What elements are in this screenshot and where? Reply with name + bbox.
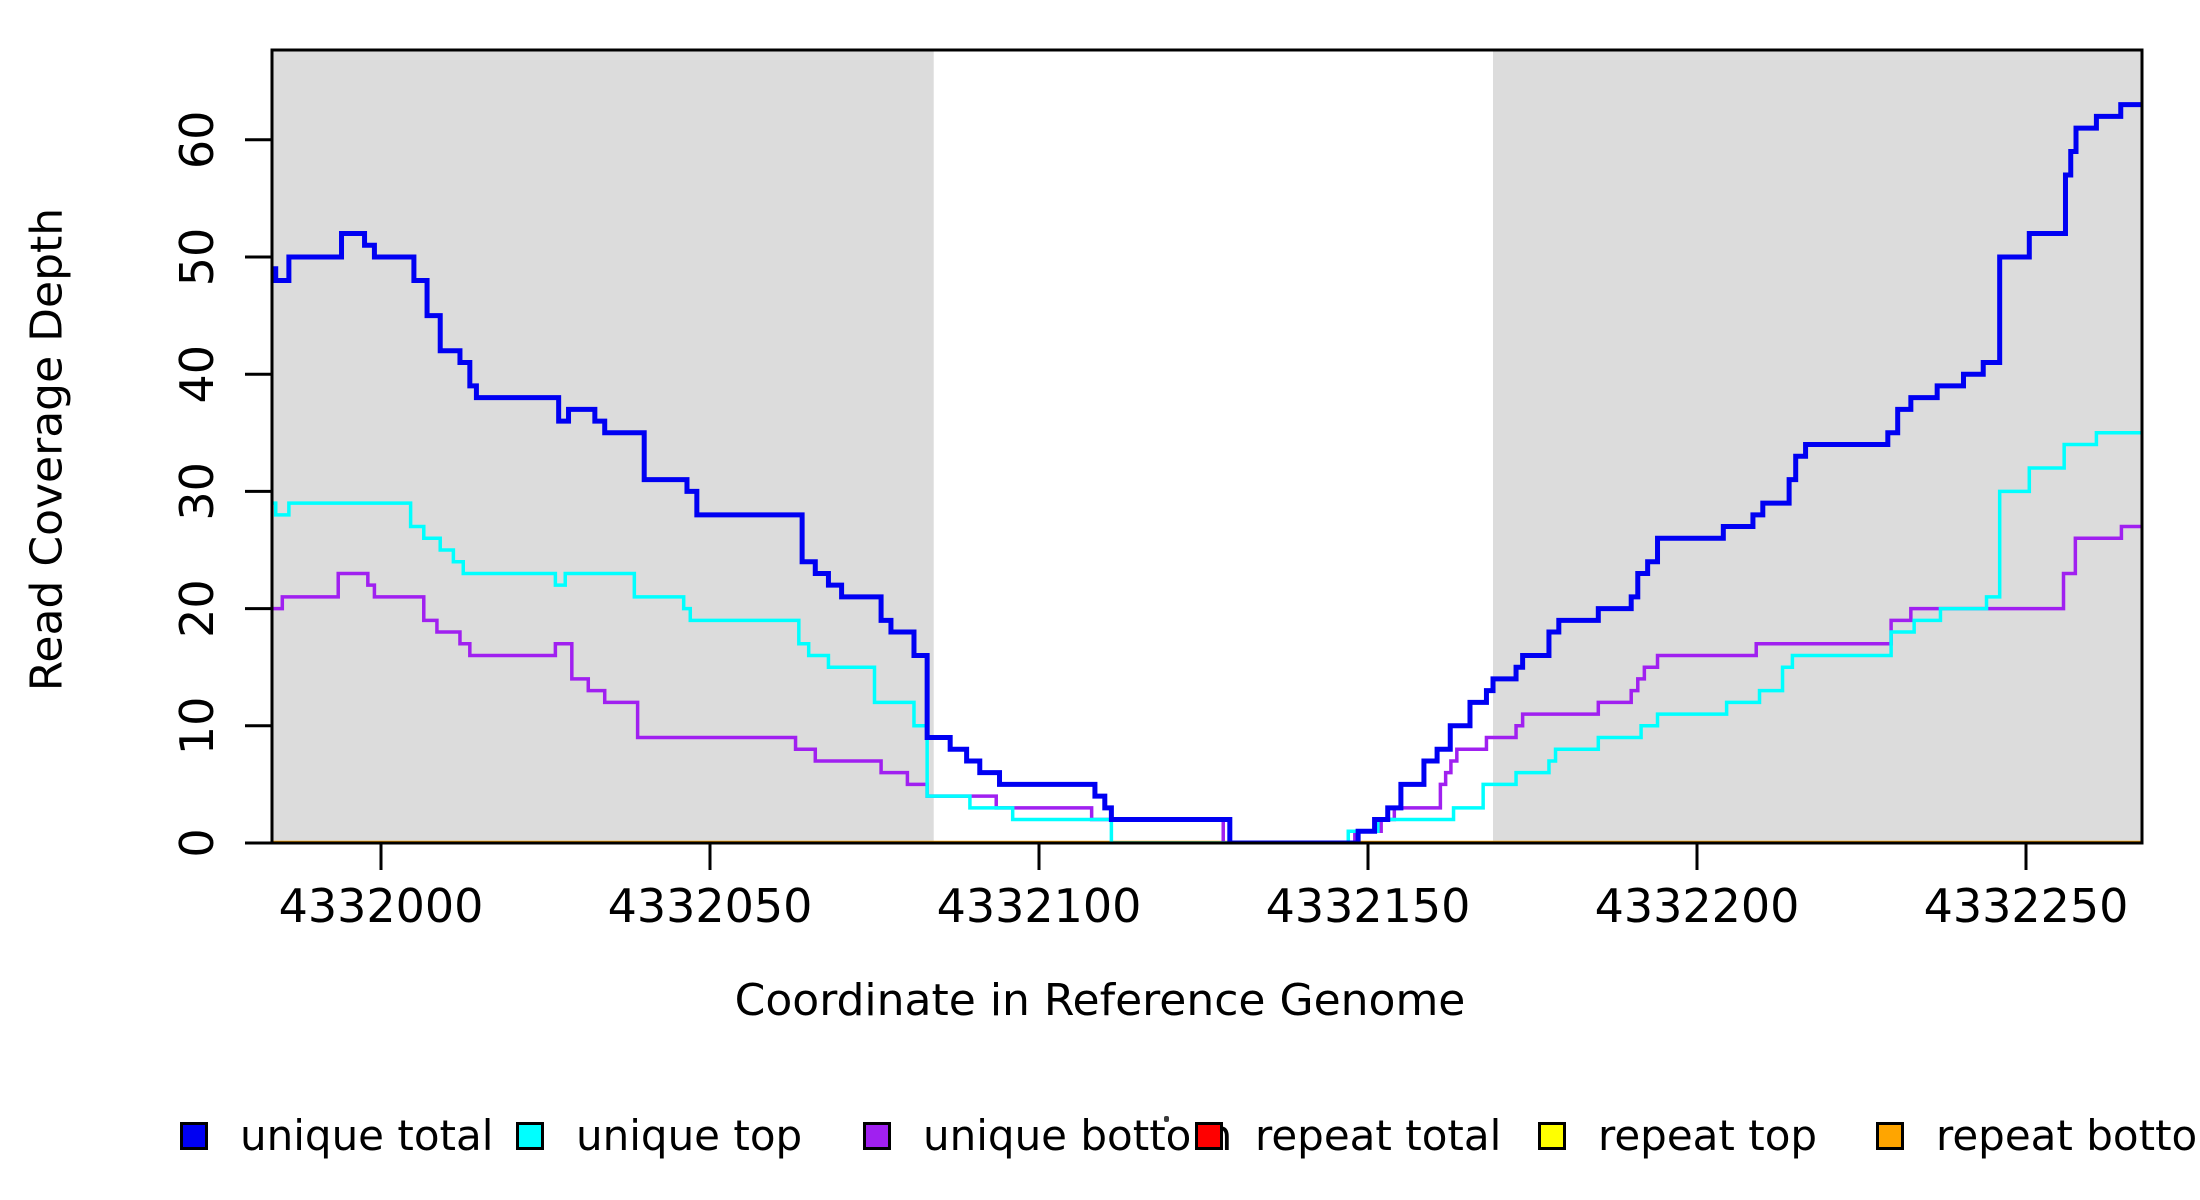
stray-dot: [1164, 1116, 1169, 1122]
y-tick-label: 10: [170, 697, 224, 756]
plot-border: [270, 48, 2144, 845]
unique-bottom-swatch-icon: [863, 1122, 891, 1150]
y-tick-label: 20: [170, 579, 224, 638]
y-tick-label: 0: [170, 828, 224, 857]
legend-label: repeat bottom: [1936, 1111, 2200, 1160]
shaded-region-left-unique-flank: [272, 50, 934, 843]
legend-item-unique-total: unique total: [180, 1111, 494, 1160]
x-axis-title: Coordinate in Reference Genome: [734, 975, 1466, 1026]
repeat-bottom-swatch-icon: [1876, 1122, 1904, 1150]
x-tick-label: 4332100: [937, 879, 1142, 933]
legend-item-repeat-top: repeat top: [1538, 1111, 1818, 1160]
y-tick-label: 60: [170, 111, 224, 170]
y-tick-label: 50: [170, 228, 224, 287]
legend-item-repeat-bottom: repeat bottom: [1876, 1111, 2200, 1160]
legend-label: repeat top: [1598, 1111, 1818, 1160]
x-tick-label: 4332000: [279, 879, 484, 933]
y-tick-label: 40: [170, 345, 224, 404]
legend-item-unique-bottom: unique bottom: [863, 1111, 1233, 1160]
y-axis-title: Read Coverage Depth: [21, 207, 73, 692]
series-unique-top: [271, 431, 2143, 844]
y-tick-label: 30: [170, 462, 224, 521]
legend-label: unique top: [576, 1111, 803, 1160]
repeat-top-swatch-icon: [1538, 1122, 1566, 1150]
unique-top-swatch-icon: [516, 1122, 544, 1150]
x-tick-label: 4332250: [1924, 879, 2129, 933]
x-tick-label: 4332200: [1595, 879, 1800, 933]
axes: 4332000 4332050 4332100 4332150 4332200 43322…: [170, 111, 2128, 933]
x-tick-label: 4332050: [608, 879, 813, 933]
legend-item-repeat-total: repeat total: [1195, 1111, 1502, 1160]
repeat-total-swatch-icon: [1195, 1122, 1223, 1150]
legend-label: repeat total: [1255, 1111, 1502, 1160]
legend-label: unique bottom: [923, 1111, 1233, 1160]
series-unique-total: [271, 102, 2143, 844]
legend-item-unique-top: unique top: [516, 1111, 803, 1160]
x-tick-label: 4332150: [1266, 879, 1471, 933]
unique-total-swatch-icon: [180, 1122, 208, 1150]
legend-label: unique total: [240, 1111, 494, 1160]
legend: unique total unique top unique bottom re…: [0, 1111, 2200, 1168]
